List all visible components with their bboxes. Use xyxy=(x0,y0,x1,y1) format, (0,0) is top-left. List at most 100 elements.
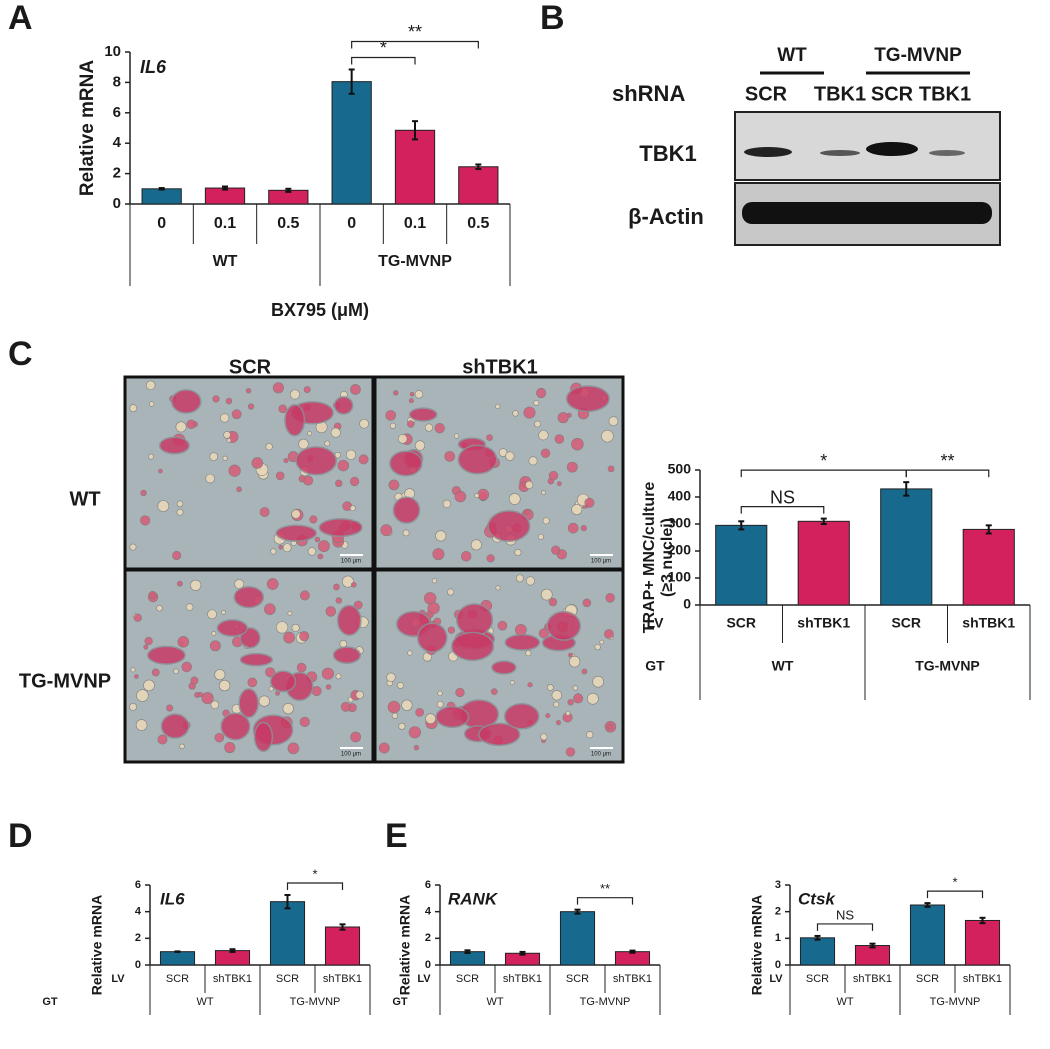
lane-label: TBK1 xyxy=(919,83,971,105)
significance-bracket xyxy=(351,56,416,65)
osteoclast xyxy=(216,619,249,637)
cell xyxy=(606,723,613,730)
cell xyxy=(129,703,137,711)
cell xyxy=(266,578,279,590)
cell xyxy=(176,508,184,516)
cell xyxy=(413,744,420,751)
cell xyxy=(425,713,436,725)
cell xyxy=(258,695,270,707)
cell xyxy=(510,680,515,685)
significance-label: * xyxy=(820,451,827,471)
cell xyxy=(185,603,194,611)
cell xyxy=(567,699,574,706)
cell xyxy=(414,440,426,451)
y-tick-label: 2 xyxy=(135,932,141,944)
cell xyxy=(186,419,196,430)
cell xyxy=(545,713,551,719)
cell xyxy=(497,620,508,631)
cell xyxy=(548,597,558,607)
group-label: TG-MVNP xyxy=(378,253,452,270)
cell xyxy=(554,434,565,444)
cell xyxy=(282,543,292,553)
cell xyxy=(335,479,343,488)
osteoclast xyxy=(457,444,498,475)
cell xyxy=(571,504,583,516)
cell xyxy=(226,438,232,443)
y-tick-label: 300 xyxy=(668,515,692,531)
cell xyxy=(541,490,546,496)
cell xyxy=(307,547,317,556)
panel-label: D xyxy=(8,817,33,855)
significance-label: ** xyxy=(408,22,422,42)
category-label: SCR xyxy=(891,615,921,631)
cell xyxy=(272,382,284,394)
cell xyxy=(508,493,521,505)
cell xyxy=(380,524,393,537)
cell xyxy=(296,662,307,673)
bar xyxy=(964,919,1001,966)
row-label: LV xyxy=(769,973,783,985)
cell xyxy=(298,438,309,450)
scale-bar-label: 100 μm xyxy=(591,752,611,758)
cell xyxy=(389,422,396,429)
cell xyxy=(525,480,534,489)
significance-label: * xyxy=(380,38,387,58)
cell xyxy=(555,719,562,726)
cell xyxy=(299,590,310,601)
cell xyxy=(247,677,258,688)
category-label: 0 xyxy=(157,215,166,232)
cell xyxy=(408,398,414,404)
cell xyxy=(454,433,460,439)
cell xyxy=(340,701,351,712)
cell xyxy=(151,668,160,677)
significance-label: NS xyxy=(770,487,795,507)
category-label: 0.1 xyxy=(404,215,426,232)
band xyxy=(866,142,918,156)
row-label: GT xyxy=(42,996,58,1008)
significance-bracket xyxy=(926,890,984,899)
cell xyxy=(557,412,569,424)
cell xyxy=(223,431,231,439)
bar xyxy=(880,488,933,606)
cell xyxy=(454,490,467,503)
cell xyxy=(358,454,369,465)
y-axis-label: Relative mRNA xyxy=(397,895,413,995)
osteoclast xyxy=(478,722,521,747)
cell xyxy=(553,701,560,708)
category-label: shTBK1 xyxy=(213,973,252,985)
bar xyxy=(797,520,850,606)
cell xyxy=(309,515,318,524)
cell xyxy=(388,479,400,491)
osteoclast xyxy=(491,660,517,675)
cell xyxy=(432,548,445,561)
bar xyxy=(159,951,196,966)
group-label: TG-MVNP xyxy=(580,996,631,1008)
cell xyxy=(565,710,571,716)
cell xyxy=(211,631,217,637)
cell xyxy=(158,468,163,474)
lane-label: SCR xyxy=(745,83,788,105)
cell xyxy=(415,707,425,717)
cell xyxy=(222,455,228,461)
osteoclast xyxy=(160,713,190,739)
cell xyxy=(567,522,579,534)
cell xyxy=(408,726,422,739)
cell xyxy=(335,597,343,604)
cell xyxy=(434,423,445,434)
cell xyxy=(299,631,310,642)
cell xyxy=(495,585,501,591)
bar xyxy=(269,901,306,966)
cell xyxy=(349,476,360,487)
cell xyxy=(527,682,533,688)
row-label: LV xyxy=(647,615,665,631)
cell xyxy=(568,652,573,658)
cell xyxy=(325,684,332,690)
category-label: SCR xyxy=(456,973,479,985)
cell xyxy=(442,499,452,509)
cell xyxy=(156,604,163,612)
cell xyxy=(317,553,324,560)
bar xyxy=(324,926,361,966)
cell xyxy=(317,540,330,553)
